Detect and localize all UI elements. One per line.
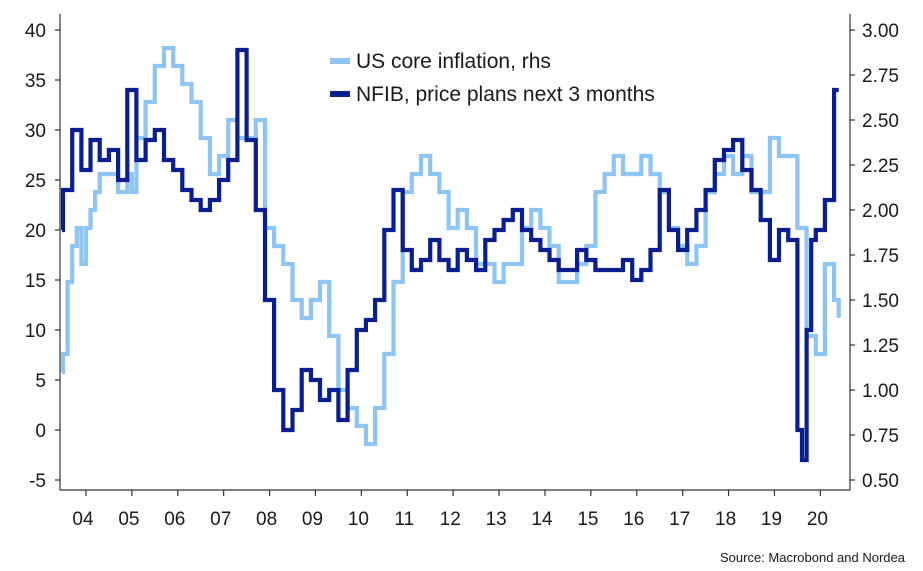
source-note: Source: Macrobond and Nordea (719, 550, 905, 565)
right-tick-label: 0.75 (862, 426, 899, 447)
x-tick-label: 15 (577, 509, 598, 530)
right-tick-label: 1.50 (862, 291, 899, 312)
right-tick-label: 2.75 (862, 66, 899, 87)
axes-group (59, 14, 851, 491)
right-tick-label: 2.00 (862, 201, 899, 222)
x-tick-label: 17 (669, 509, 690, 530)
right-tick-label: 1.25 (862, 336, 899, 357)
series-layer (60, 45, 841, 463)
left-tick-label: 35 (25, 71, 46, 92)
x-tick-label: 09 (302, 509, 323, 530)
right-tick-label: 0.50 (862, 471, 899, 492)
x-tick-label: 19 (761, 509, 782, 530)
left-tick-label: 20 (25, 221, 46, 242)
left-tick-label: 0 (35, 421, 46, 442)
left-tick-label: 40 (25, 21, 46, 42)
right-tick-label: 2.50 (862, 111, 899, 132)
right-axis-ticks: 3.00 2.75 2.50 2.25 2.00 1.75 1.50 1.25 1.00 0.75… (850, 21, 899, 492)
x-tick-label: 14 (531, 509, 553, 530)
x-tick-label: 16 (623, 509, 644, 530)
x-tick-label: 06 (164, 509, 185, 530)
left-tick-label: 15 (25, 271, 46, 292)
legend-label-core-inflation: US core inflation, rhs (356, 50, 551, 73)
series-line-core-inflation (60, 45, 841, 447)
left-tick-label: -5 (29, 471, 46, 492)
x-tick-label: 20 (807, 509, 828, 530)
series-line-nfib (60, 47, 839, 463)
x-tick-label: 05 (118, 509, 139, 530)
x-tick-label: 10 (348, 509, 369, 530)
left-tick-label: 30 (25, 121, 46, 142)
x-tick-label: 12 (440, 509, 461, 530)
x-axis-ticks: 04 05 06 07 08 09 10 11 12 13 14 15 16 17 18 19 20 (72, 490, 828, 530)
left-tick-label: 5 (35, 371, 46, 392)
x-tick-label: 18 (715, 509, 736, 530)
left-axis-ticks: 40 35 30 25 20 15 10 5 0 -5 (25, 21, 60, 492)
right-tick-label: 1.75 (862, 246, 899, 267)
x-tick-label: 07 (210, 509, 231, 530)
x-tick-label: 11 (394, 509, 414, 530)
legend-label-nfib: NFIB, price plans next 3 months (356, 83, 655, 106)
right-tick-label: 3.00 (862, 21, 899, 42)
x-tick-label: 13 (486, 509, 507, 530)
right-tick-label: 2.25 (862, 156, 899, 177)
right-tick-label: 1.00 (862, 381, 899, 402)
left-tick-label: 25 (25, 171, 46, 192)
x-tick-label: 08 (256, 509, 277, 530)
legend: US core inflation, rhs NFIB, price plans… (330, 50, 655, 106)
left-tick-label: 10 (25, 321, 46, 342)
x-tick-label: 04 (72, 509, 94, 530)
